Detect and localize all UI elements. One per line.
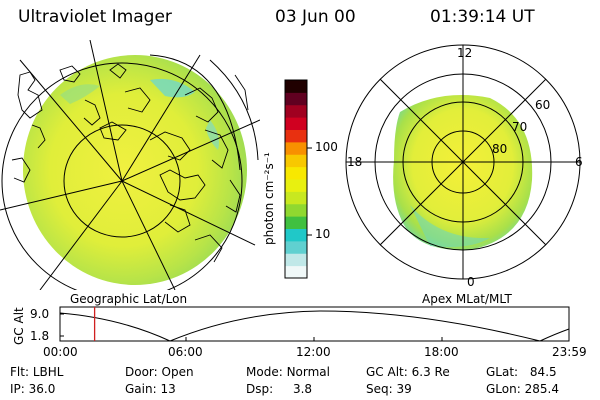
alt-xtick-0600: 06:00	[168, 345, 203, 359]
mlt-label-6: 6	[575, 155, 583, 169]
colorbar-band	[285, 265, 307, 279]
colorbar-tick-label-10: 10	[315, 227, 331, 241]
mlt-label-18: 18	[347, 155, 363, 169]
colorbar-band	[285, 228, 307, 242]
colorbar	[285, 80, 307, 279]
latitude-circle	[63, 124, 181, 238]
left-map-caption: Geographic Lat/Lon	[70, 292, 188, 306]
alt-plot-frame	[59, 306, 570, 342]
instrument-title: Ultraviolet Imager	[18, 7, 172, 27]
coastlines	[11, 63, 249, 263]
colorbar-band	[285, 117, 307, 130]
colorbar-band	[285, 141, 307, 155]
info-glon: GLon: 285.4	[486, 382, 559, 396]
emission-disk	[23, 55, 247, 285]
cyan-patch	[150, 78, 195, 98]
mlat-label-70: 70	[512, 120, 528, 134]
mlt-line-diag	[379, 78, 547, 246]
mlat-label-80: 80	[492, 142, 508, 156]
info-door: Door: Open	[125, 365, 194, 379]
cyan-patch	[206, 120, 219, 150]
geographic-image	[0, 40, 260, 290]
colorbar-band	[285, 179, 307, 192]
right-map-caption: Apex MLat/MLT	[422, 292, 512, 306]
alt-xtick-1200: 12:00	[296, 345, 331, 359]
date-label: 03 Jun 00	[275, 7, 356, 27]
colorbar-band	[285, 166, 307, 180]
alt-ylabel: GC Alt	[12, 307, 26, 345]
info-seq: Seq: 39	[366, 382, 412, 396]
meridian-line	[121, 180, 256, 246]
colorbar-band	[285, 203, 307, 217]
latitude-arc	[209, 59, 259, 161]
meridian-line	[89, 40, 123, 182]
colorbar-band	[285, 154, 307, 168]
info-gc-alt: GC Alt: 6.3 Re	[366, 365, 450, 379]
mlat-label-60: 60	[535, 98, 551, 112]
info-dsp: Dsp: 3.8	[246, 382, 313, 396]
colorbar-unit-label: photon cm⁻²s⁻¹	[262, 152, 276, 245]
latitude-circle	[1, 62, 243, 290]
colorbar-band	[285, 80, 307, 93]
time-label: 01:39:14 UT	[430, 7, 535, 27]
alt-xtick-2359: 23:59	[552, 345, 587, 359]
info-glat: GLat: 84.5	[486, 365, 557, 379]
latitude-arc	[149, 54, 241, 171]
meridian-line	[121, 54, 201, 182]
colorbar-tick-label-100: 100	[315, 140, 338, 154]
mlt-label-0: 0	[467, 275, 475, 289]
info-ip: IP: 36.0	[10, 382, 56, 396]
mlt-label-12: 12	[457, 46, 473, 60]
cyan-patch	[410, 205, 490, 247]
green-patch	[60, 84, 100, 104]
meridian-line	[0, 180, 123, 211]
colorbar-band	[285, 104, 307, 118]
altitude-plot	[59, 306, 570, 342]
colorbar-frame	[284, 79, 308, 279]
colorbar-band	[285, 253, 307, 267]
colorbar-band	[285, 129, 307, 143]
colorbar-band	[285, 216, 307, 229]
apex-image	[345, 44, 581, 280]
alt-xtick-1800: 18:00	[424, 345, 459, 359]
colorbar-band	[285, 92, 307, 106]
info-flt: Flt: LBHL	[10, 365, 64, 379]
alt-ytick-9: 9.0	[30, 307, 50, 321]
alt-ytick-1-8: 1.8	[30, 329, 50, 343]
meridian-line	[19, 59, 123, 182]
alt-xtick-0000: 00:00	[43, 345, 78, 359]
altitude-curve	[59, 310, 570, 342]
meridian-line	[121, 180, 176, 290]
meridian-line	[121, 119, 260, 182]
meridian-line	[39, 180, 123, 290]
info-mode: Mode: Normal	[246, 365, 330, 379]
colorbar-band	[285, 240, 307, 254]
info-gain: Gain: 13	[125, 382, 176, 396]
colorbar-band	[285, 191, 307, 205]
